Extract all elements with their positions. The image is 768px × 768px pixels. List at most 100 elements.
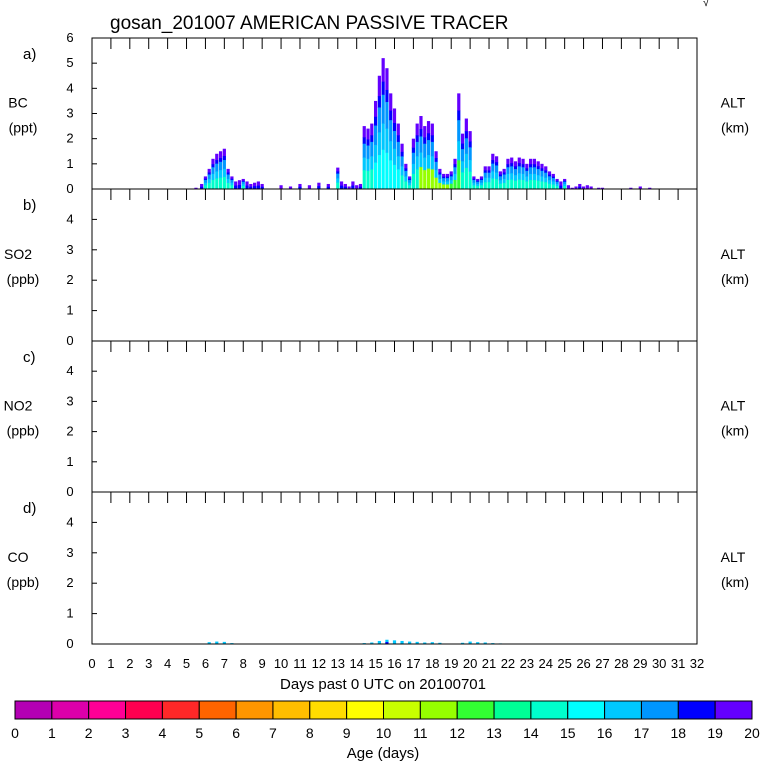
data-bar-layer — [460, 149, 465, 162]
colorbar-swatch — [677, 700, 716, 720]
data-bar-layer — [430, 135, 434, 143]
data-bar-layer — [396, 135, 400, 143]
data-bar-layer — [457, 93, 461, 111]
data-bar — [566, 185, 571, 189]
data-bar-layer — [339, 185, 344, 189]
data-bar-layer — [483, 182, 487, 190]
data-bar-layer — [211, 167, 215, 175]
colorbar-swatch — [51, 700, 90, 720]
data-bar-layer — [226, 168, 230, 173]
data-bar-layer — [423, 143, 427, 158]
data-bar-layer — [521, 167, 525, 175]
data-bar-layer — [218, 161, 223, 171]
right-axis-label: ALT — [721, 549, 746, 565]
data-bar-layer — [476, 183, 480, 187]
data-bar-layer — [494, 162, 499, 166]
y-axis-unit: (ppb) — [7, 574, 40, 590]
data-bar-layer — [529, 164, 533, 168]
data-bar-layer — [472, 182, 476, 186]
data-bar-layer — [445, 184, 450, 190]
data-bar-layer — [547, 171, 552, 175]
colorbar-tick-label: 5 — [195, 725, 203, 741]
data-bar-layer — [517, 173, 521, 180]
data-bar-layer — [419, 167, 423, 190]
colorbar-swatch — [714, 700, 753, 720]
y-tick-label: 3 — [66, 545, 73, 560]
data-bar-layer — [396, 141, 400, 157]
data-bar-layer — [506, 173, 510, 181]
data-bar-layer — [381, 149, 385, 190]
data-bar-layer — [218, 158, 223, 163]
colorbar-tick-label: 16 — [597, 725, 613, 741]
data-bar-layer — [404, 176, 408, 182]
y-tick-label: 2 — [66, 272, 73, 287]
data-bar-layer — [241, 183, 245, 187]
y-axis-label: CO — [8, 549, 29, 565]
data-bar-layer — [487, 172, 491, 179]
data-bar-layer — [529, 179, 533, 190]
data-bar-layer — [336, 182, 340, 190]
data-bar-layer — [449, 174, 453, 177]
y-tick-label: 2 — [66, 424, 73, 439]
data-bar-layer — [370, 141, 374, 157]
data-bar-layer — [377, 96, 381, 108]
data-bar-layer — [453, 167, 457, 175]
y-tick-label: 3 — [66, 106, 73, 121]
data-bar-layer — [476, 181, 480, 185]
data-bar-layer — [506, 167, 510, 175]
data-bar — [600, 187, 605, 189]
data-bar — [570, 187, 574, 189]
data-bar-layer — [336, 171, 340, 174]
x-tick-label: 19 — [444, 656, 458, 671]
data-bar-layer — [426, 133, 431, 141]
data-bar-layer — [555, 181, 559, 185]
data-bar-layer — [362, 157, 366, 171]
colorbar-swatch — [493, 700, 532, 720]
data-bar-layer — [211, 179, 215, 190]
data-bar-layer — [460, 161, 465, 173]
data-bar-layer — [460, 133, 465, 144]
data-bar-layer — [434, 161, 438, 171]
data-bar-layer — [434, 151, 438, 159]
data-bar-layer — [392, 148, 397, 166]
data-bar-layer — [483, 172, 487, 179]
x-tick-label: 30 — [652, 656, 666, 671]
y-tick-label: 3 — [66, 393, 73, 408]
y-tick-label: 4 — [66, 211, 73, 226]
data-bar-layer — [540, 181, 544, 190]
x-tick-label: 27 — [595, 656, 609, 671]
colorbar-swatch — [88, 700, 127, 720]
chart-title: gosan_201007 AMERICAN PASSIVE TRACER — [110, 13, 509, 34]
panel-1: 0 1 2 3 4 5 6 a) BC (ppt) ALT (km) — [8, 30, 749, 196]
x-tick-label: 29 — [633, 656, 647, 671]
data-bar — [377, 640, 381, 644]
data-bar-layer — [226, 182, 230, 190]
data-bar-layer — [438, 178, 442, 184]
data-bar-layer — [241, 181, 245, 185]
data-bar-layer — [536, 175, 540, 182]
data-bar-layer — [434, 170, 438, 179]
data-bar-layer — [385, 128, 389, 154]
data-bar-layer — [445, 178, 450, 182]
data-bar-layer — [241, 178, 245, 182]
data-bar-layer — [555, 183, 559, 187]
data-bar-layer — [411, 152, 416, 165]
data-bar-layer — [203, 176, 208, 180]
data-bar-layer — [494, 172, 499, 180]
data-bar-layer — [442, 184, 446, 190]
data-bar-layer — [479, 179, 484, 184]
data-bar-layer — [430, 169, 434, 190]
data-bar-layer — [487, 177, 491, 183]
data-bar-layer — [211, 158, 215, 165]
data-bar-layer — [385, 152, 389, 190]
data-bar-layer — [494, 165, 499, 174]
data-bar-layer — [540, 176, 544, 182]
data-bar-layer — [366, 139, 370, 146]
data-bar-layer — [207, 168, 211, 173]
data-bar-layer — [381, 123, 385, 151]
data-bar — [351, 181, 355, 189]
data-bar-layer — [381, 58, 385, 83]
data-bar-layer — [434, 177, 438, 190]
data-bar-layer — [430, 141, 434, 157]
